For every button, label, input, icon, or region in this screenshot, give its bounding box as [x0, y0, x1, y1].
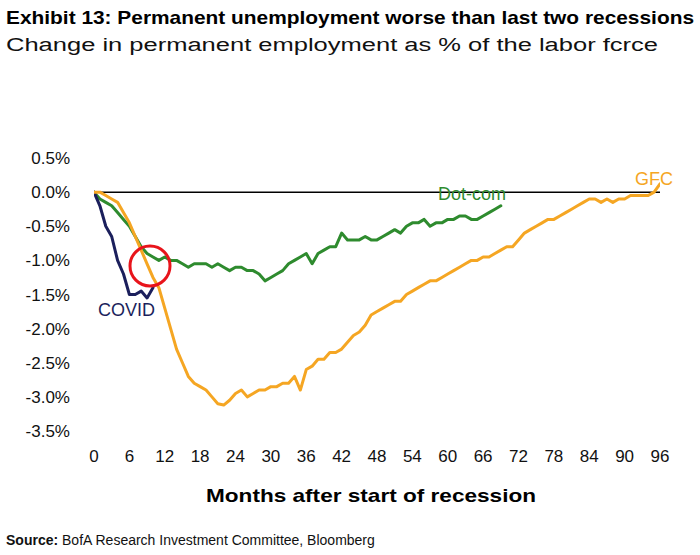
x-tick-label: 96: [651, 447, 670, 466]
series-line: [94, 192, 501, 281]
series-label: GFC: [635, 169, 673, 189]
x-tick-label: 30: [261, 447, 280, 466]
series-label: COVID: [98, 300, 155, 320]
y-tick-label: -2.0%: [26, 320, 70, 339]
x-tick-label: 12: [155, 447, 174, 466]
x-tick-label: 6: [125, 447, 134, 466]
x-tick-label: 24: [226, 447, 245, 466]
x-tick-label: 78: [544, 447, 563, 466]
series-line: [94, 184, 660, 405]
subtitle: Change in permanent employment as % of t…: [6, 35, 658, 55]
y-tick-label: -1.5%: [26, 286, 70, 305]
y-tick-label: 0.5%: [31, 149, 70, 168]
x-tick-label: 60: [438, 447, 457, 466]
highlight-circle: [130, 246, 170, 286]
x-tick-label: 54: [403, 447, 422, 466]
x-tick-label: 84: [580, 447, 599, 466]
y-tick-label: -1.0%: [26, 251, 70, 270]
y-tick-label: -3.0%: [26, 388, 70, 407]
x-tick-label: 66: [474, 447, 493, 466]
x-tick-label: 42: [332, 447, 351, 466]
x-tick-label: 72: [509, 447, 528, 466]
x-axis-title: Months after start of recession: [206, 485, 536, 506]
source: Source: BofA Research Investment Committ…: [6, 532, 375, 548]
chart: Exhibit 13: Permanent unemployment worse…: [0, 0, 700, 555]
x-tick-label: 36: [297, 447, 316, 466]
series-label: Dot-com: [438, 184, 506, 204]
plot-area: [94, 184, 660, 405]
y-tick-label: -0.5%: [26, 217, 70, 236]
y-tick-label: -3.5%: [26, 422, 70, 441]
x-tick-label: 48: [368, 447, 387, 466]
y-tick-label: -2.5%: [26, 354, 70, 373]
x-tick-label: 0: [89, 447, 98, 466]
zero-line: [94, 191, 660, 193]
x-tick-label: 18: [191, 447, 210, 466]
x-tick-label: 90: [615, 447, 634, 466]
y-tick-label: 0.0%: [31, 183, 70, 202]
title: Exhibit 13: Permanent unemployment worse…: [6, 7, 694, 28]
series-line: [94, 192, 153, 298]
